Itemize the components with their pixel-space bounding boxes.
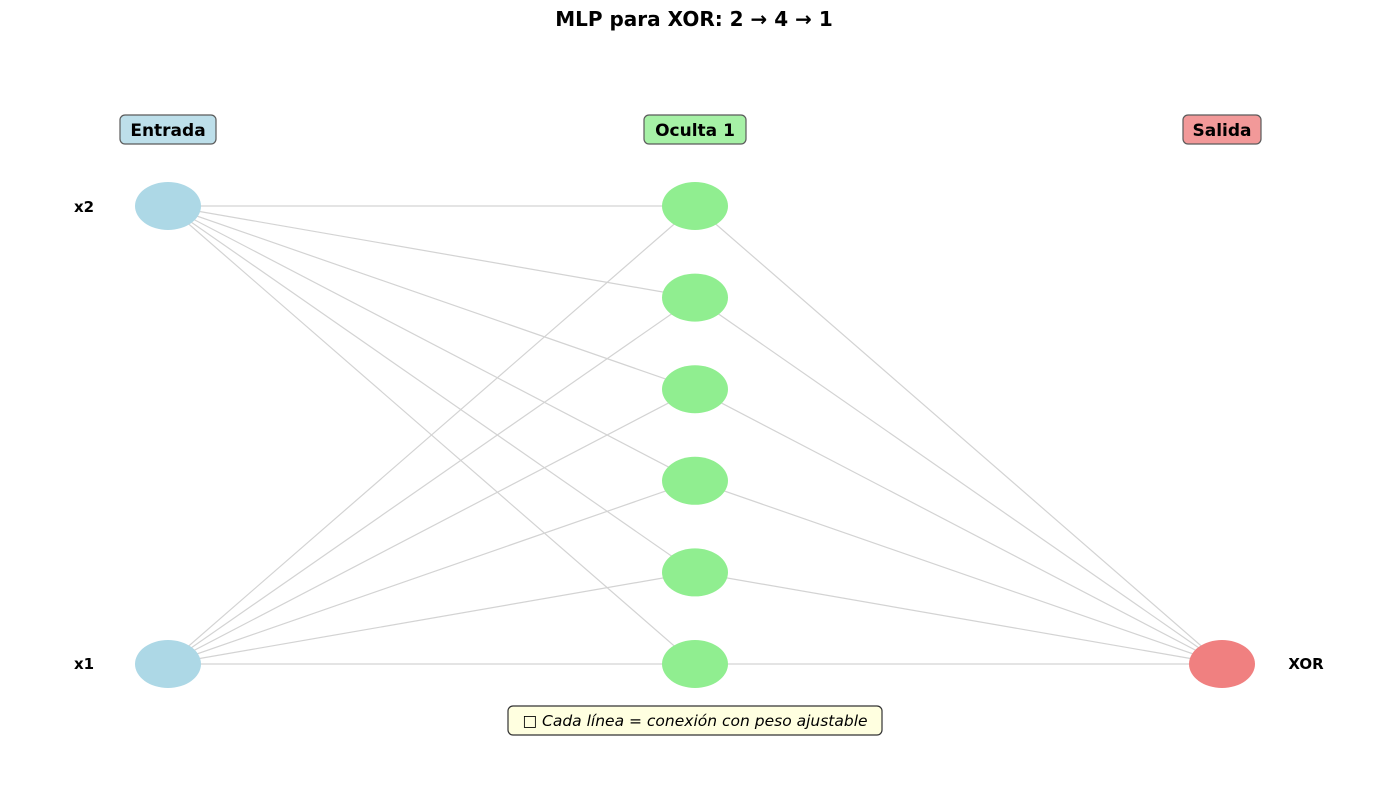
connection-1-3-0	[694, 388, 1223, 665]
connection-0-1-2	[167, 205, 696, 482]
connection-0-0-1	[167, 571, 696, 665]
node-label-xor: XOR	[1288, 655, 1324, 673]
connection-1-1-0	[694, 571, 1223, 665]
connection-0-1-1	[167, 205, 696, 573]
note-box-background	[507, 705, 883, 736]
diagram-title: MLP para XOR: 2 → 4 → 1	[555, 7, 833, 31]
neuron-output-1	[1189, 640, 1255, 688]
layer-header-hidden-box	[643, 114, 747, 145]
layer-label-output: Salida	[1192, 121, 1251, 141]
connection-1-2-0	[694, 480, 1223, 665]
connections	[167, 205, 1223, 665]
neurons	[135, 182, 1255, 688]
layer-header-hidden: Oculta 1	[643, 114, 747, 145]
layer-label-input: Entrada	[130, 121, 205, 141]
connection-1-4-0	[694, 297, 1223, 665]
neuron-hidden-6	[662, 182, 728, 230]
neuron-hidden-5	[662, 273, 728, 322]
connection-0-0-3	[167, 388, 696, 665]
connection-0-1-3	[167, 205, 696, 390]
node-label-x2: x2	[74, 198, 94, 216]
note-box: □ Cada línea = conexión con peso ajustab…	[507, 705, 883, 736]
connection-1-5-0	[694, 205, 1223, 665]
neuron-input-1	[135, 640, 201, 688]
connection-0-1-4	[167, 205, 696, 299]
connection-0-0-4	[167, 297, 696, 665]
neuron-hidden-1	[662, 640, 728, 688]
neuron-hidden-4	[662, 365, 728, 414]
connection-0-1-0	[167, 205, 696, 665]
neuron-hidden-2	[662, 548, 728, 597]
note-text: □ Cada línea = conexión con peso ajustab…	[522, 712, 867, 730]
layer-label-hidden: Oculta 1	[655, 121, 735, 141]
layer-header-output: Salida	[1182, 114, 1262, 145]
connection-0-0-2	[167, 480, 696, 665]
layer-header-output-box	[1182, 114, 1262, 145]
node-label-x1: x1	[74, 655, 94, 673]
neuron-input-2	[135, 182, 201, 230]
neuron-hidden-3	[662, 456, 728, 505]
layer-header-input-box	[119, 114, 217, 145]
layer-header-input: Entrada	[119, 114, 217, 145]
